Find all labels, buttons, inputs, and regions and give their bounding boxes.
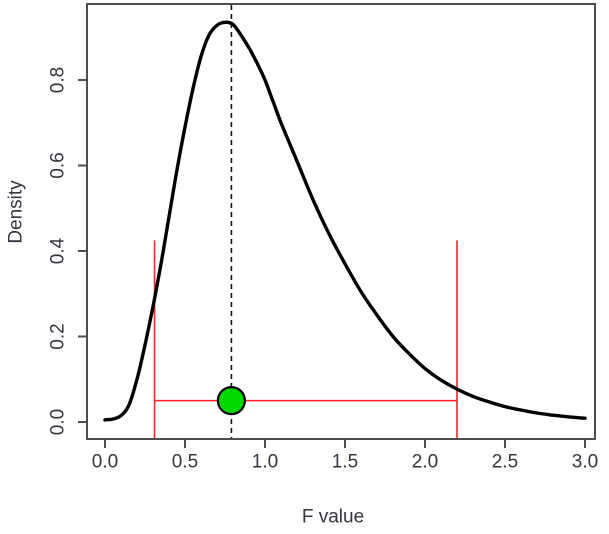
y-tick-label: 0.4	[48, 237, 69, 264]
x-axis-label: F value	[302, 507, 364, 528]
x-tick-label: 2.5	[492, 452, 518, 473]
x-tick-label: 2.0	[412, 452, 438, 473]
x-tick-label: 1.5	[332, 452, 358, 473]
y-tick-label: 0.0	[48, 409, 69, 435]
y-tick-label: 0.6	[48, 152, 69, 178]
y-tick-label: 0.8	[48, 67, 69, 93]
x-tick-label: 0.5	[172, 452, 198, 473]
x-axis-ticks: 0.0 0.5 1.0 1.5 2.0 2.5 3.0	[92, 439, 598, 473]
density-curve	[103, 20, 587, 422]
y-axis-label: Density	[6, 180, 27, 244]
y-tick-label: 0.2	[48, 323, 69, 349]
plot-box	[86, 3, 596, 440]
observed-f-point	[216, 386, 246, 416]
x-tick-label: 3.0	[572, 452, 598, 473]
x-tick-label: 1.0	[252, 452, 278, 473]
y-axis-ticks: 0.0 0.2 0.4 0.6 0.8	[48, 67, 87, 435]
x-tick-label: 0.0	[92, 452, 118, 473]
